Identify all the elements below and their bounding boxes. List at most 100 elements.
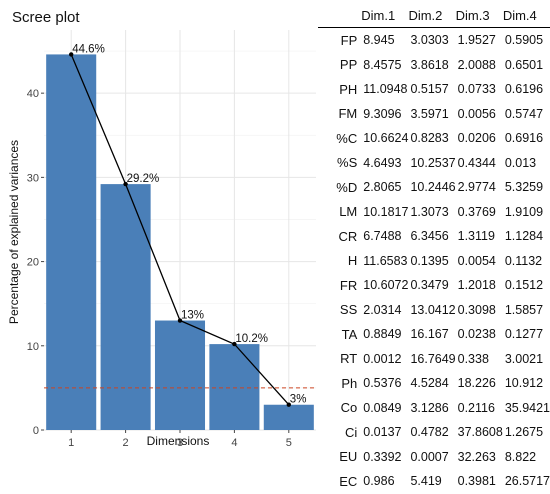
table-cell: 5.3259 (504, 180, 544, 195)
table-corner (318, 3, 362, 28)
table-cell: 1.9109 (504, 204, 544, 219)
x-axis: 1 2 3 4 5 (68, 430, 292, 449)
row-label: Ph (341, 375, 358, 391)
table-cell: 35.9421 (504, 400, 550, 415)
table-cell: 1.1284 (504, 229, 544, 244)
row-label: EC (339, 473, 358, 489)
y-tick-label: 30 (27, 172, 39, 184)
table-cell: 0.3392 (363, 449, 402, 464)
table-cell: 0.2116 (457, 400, 495, 415)
column-header: Dim.2 (408, 3, 456, 28)
x-tick-label: 4 (231, 437, 237, 449)
table-cell: 3.8618 (410, 57, 449, 72)
table-row: RT 0.0012 16.7649 0.338 3.0021 (318, 347, 550, 372)
point-dim-5 (286, 402, 291, 407)
y-axis: 0 10 20 30 40 (27, 88, 44, 437)
table-cell: 1.2675 (504, 425, 544, 440)
table-cell: 2.0088 (457, 57, 496, 72)
row-label: SS (339, 302, 358, 318)
table-cell: 0.8849 (363, 327, 402, 342)
table-row: %S 4.6493 10.2537 0.4344 0.013 (318, 151, 550, 176)
table-cell: 0.3981 (457, 474, 496, 489)
table-cell: 4.5284 (410, 376, 449, 391)
table-cell: 0.5905 (504, 33, 544, 48)
row-label: FR (339, 277, 358, 293)
bar-dim-3 (154, 320, 206, 430)
row-label: %D (336, 179, 358, 195)
row-label: RT (340, 351, 358, 367)
table-cell: 0.0206 (457, 131, 496, 146)
table-cell: 0.0238 (457, 327, 496, 342)
y-tick-label: 20 (27, 257, 39, 269)
table-row: Ci 0.0137 0.4782 37.8608 1.2675 (318, 420, 550, 445)
row-label: PP (339, 57, 358, 73)
x-tick-label: 2 (123, 437, 129, 449)
table-cell: 1.3073 (410, 204, 449, 219)
table-cell: 0.013 (504, 155, 537, 170)
row-label: PH (339, 81, 358, 97)
table-cell: 10.6624 (363, 131, 409, 146)
table-cell: 0.0012 (363, 351, 402, 366)
table-cell: 10.912 (504, 376, 544, 391)
table-cell: 3.5971 (410, 106, 449, 121)
table-cell: 0.0007 (410, 449, 449, 464)
table-row: PP 8.4575 3.8618 2.0088 0.6501 (318, 53, 550, 78)
bar-dim-5 (263, 404, 314, 430)
table-row: FP 8.945 3.0303 1.9527 0.5905 (318, 28, 550, 53)
value-labels: 44.6% 29.2% 13% 10.2% 3% (72, 43, 306, 405)
table-row: Ph 0.5376 4.5284 18.226 10.912 (318, 371, 550, 396)
table-body: FP 8.945 3.0303 1.9527 0.5905 PP 8.4575 3.8618 2… (318, 28, 550, 494)
value-label: 3% (290, 394, 307, 406)
table-row: PH 11.0948 0.5157 0.0733 0.6196 (318, 77, 550, 102)
table-row: LM 10.1817 1.3073 0.3769 1.9109 (318, 200, 550, 225)
row-label: H (347, 253, 358, 269)
value-label: 44.6% (72, 43, 105, 55)
row-label: CR (338, 228, 358, 244)
table-cell: 9.3096 (363, 106, 402, 121)
y-tick-label: 0 (33, 425, 39, 437)
table-cell: 0.3479 (410, 278, 449, 293)
row-label: Ci (344, 424, 358, 440)
table-cell: 0.1395 (410, 253, 449, 268)
row-label: FM (338, 106, 358, 122)
table-cell: 0.0849 (363, 400, 402, 415)
bar-dim-2 (100, 184, 151, 430)
table-cell: 0.5376 (363, 376, 402, 391)
table-cell: 0.0056 (457, 106, 496, 121)
table-cell: 37.8608 (457, 425, 503, 440)
table-cell: 11.0948 (363, 82, 408, 97)
bar-dim-1 (46, 54, 97, 430)
table-row: Co 0.0849 3.1286 0.2116 35.9421 (318, 396, 550, 421)
table-cell: 6.7488 (363, 229, 402, 244)
table-cell: 26.5717 (504, 474, 550, 489)
point-dim-1 (69, 52, 74, 57)
table-cell: 0.6501 (504, 57, 544, 72)
table-cell: 0.0733 (457, 82, 496, 97)
row-label: LM (339, 204, 358, 220)
table-cell: 0.3098 (457, 302, 496, 317)
table-cell: 4.6493 (363, 155, 402, 170)
table-row: %C 10.6624 0.8283 0.0206 0.6916 (318, 126, 550, 151)
table-cell: 1.5857 (504, 302, 544, 317)
table-row: FM 9.3096 3.5971 0.0056 0.5747 (318, 102, 550, 127)
table-cell: 0.1512 (504, 278, 544, 293)
table-cell: 10.1817 (363, 204, 409, 219)
table-cell: 16.7649 (410, 351, 456, 366)
table-cell: 13.0412 (410, 302, 456, 317)
table-cell: 0.338 (457, 351, 489, 366)
table-cell: 0.0054 (457, 253, 496, 268)
value-label: 10.2% (235, 333, 268, 345)
row-label: Co (340, 400, 358, 416)
row-label: FP (340, 32, 358, 48)
table-cell: 8.4575 (363, 57, 402, 72)
y-axis-title: Percentage of explained variances (7, 140, 21, 324)
table-header-row: Dim.1 Dim.2 Dim.3 Dim.4 (318, 3, 550, 28)
table-cell: 11.6583 (363, 253, 408, 268)
table-row: H 11.6583 0.1395 0.0054 0.1132 (318, 249, 550, 274)
row-label: %S (337, 155, 358, 171)
scree-plot: Scree plot 44.6% 29.2% 13% 10.2% 3% 0 10 20 30 4… (7, 9, 316, 449)
table-row: TA 0.8849 16.167 0.0238 0.1277 (318, 322, 550, 347)
table-cell: 1.9527 (457, 33, 496, 48)
table-cell: 0.986 (363, 474, 395, 489)
table-cell: 1.3119 (457, 229, 495, 244)
